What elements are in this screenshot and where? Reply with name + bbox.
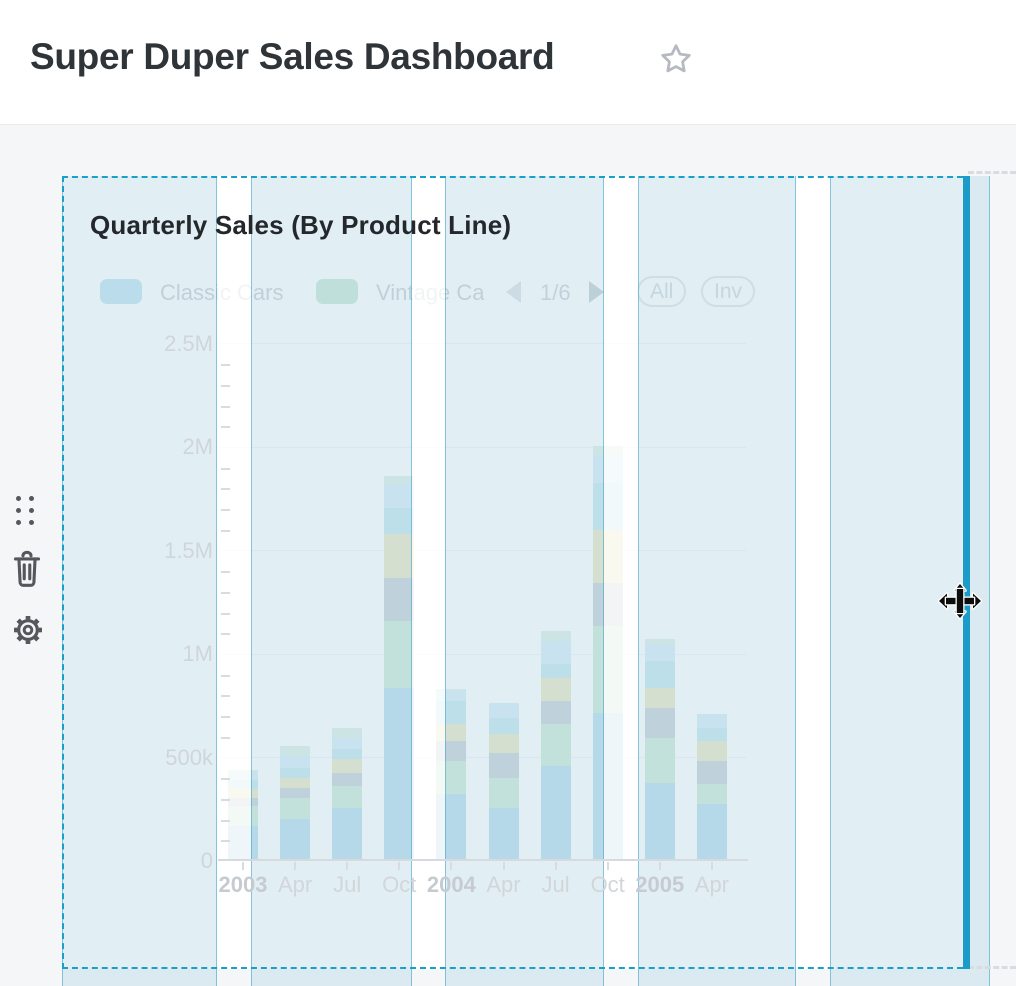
trash-icon xyxy=(13,550,41,587)
y-gridline xyxy=(218,757,746,758)
bar-segment xyxy=(436,688,467,691)
bar-segment xyxy=(696,740,727,762)
bar-segment xyxy=(280,746,311,757)
bar-segment xyxy=(332,773,363,787)
ghost-border-top xyxy=(968,171,1016,174)
bar-segment xyxy=(696,761,727,784)
bar-segment xyxy=(384,687,415,861)
bar-segment xyxy=(644,661,675,688)
bar-segment xyxy=(384,620,415,688)
bar-segment xyxy=(280,778,311,789)
card-selection-border[interactable] xyxy=(62,176,963,969)
bar-segment xyxy=(280,798,311,819)
drag-dot xyxy=(29,520,34,525)
bar-segment xyxy=(696,783,727,805)
bar-segment xyxy=(696,727,727,741)
bar-segment xyxy=(540,765,571,861)
legend-swatch-vintage-cars xyxy=(316,279,358,304)
bar-segment xyxy=(384,483,415,508)
header: Super Duper Sales Dashboard xyxy=(0,0,1016,125)
bar-segment xyxy=(540,640,571,664)
legend-next-page-icon[interactable] xyxy=(589,281,604,303)
bar-segment xyxy=(488,733,519,753)
card-settings-button[interactable] xyxy=(10,612,46,653)
bar-segment xyxy=(488,717,519,734)
bar-segment xyxy=(280,768,311,779)
bar-segment xyxy=(644,782,675,861)
drag-dot xyxy=(16,496,21,501)
drag-dot xyxy=(16,508,21,513)
star-icon xyxy=(661,44,691,73)
bar-segment xyxy=(332,749,363,759)
legend-page-indicator: 1/6 xyxy=(540,280,571,305)
bar-segment xyxy=(332,786,363,808)
bar-segment xyxy=(436,690,467,701)
bar-segment xyxy=(488,777,519,808)
bar-segment xyxy=(488,808,519,861)
y-gridline xyxy=(218,343,746,344)
bar-segment xyxy=(332,738,363,749)
bar-segment xyxy=(332,808,363,861)
drag-dot xyxy=(16,520,21,525)
bar-segment xyxy=(540,723,571,766)
bar-segment xyxy=(644,708,675,739)
page-title: Super Duper Sales Dashboard xyxy=(30,36,555,77)
gear-icon xyxy=(14,616,42,644)
bar-segment xyxy=(488,752,519,778)
ghost-border-bottom xyxy=(968,966,1016,969)
bar-segment xyxy=(644,687,675,709)
legend-swatch-classic-cars xyxy=(100,279,142,304)
bar-segment xyxy=(384,533,415,578)
move-cursor-icon xyxy=(937,579,983,628)
legend-prev-page-icon[interactable] xyxy=(506,281,521,303)
bar-segment xyxy=(696,804,727,861)
bar-segment xyxy=(696,713,727,728)
y-gridline xyxy=(218,653,746,655)
bar-segment xyxy=(540,678,571,701)
card-resize-edge[interactable] xyxy=(963,176,970,969)
bar-segment xyxy=(384,577,415,621)
drag-handle[interactable] xyxy=(16,496,34,525)
bar-segment xyxy=(280,788,311,799)
bar-segment xyxy=(332,758,363,773)
bar-segment xyxy=(540,631,571,641)
bar-segment xyxy=(384,507,415,534)
bar-segment xyxy=(332,728,363,739)
legend-inv-button[interactable]: Inv xyxy=(701,276,756,307)
drag-dot xyxy=(29,496,34,501)
bar-segment xyxy=(280,818,311,861)
bar-segment xyxy=(488,703,519,718)
favorite-star-button[interactable] xyxy=(658,42,694,78)
bar-segment xyxy=(644,639,675,645)
bar-segment xyxy=(384,475,415,484)
drag-dot xyxy=(29,508,34,513)
bar-segment xyxy=(540,663,571,678)
y-gridline xyxy=(218,446,746,448)
y-gridline xyxy=(218,550,746,551)
bar-segment xyxy=(644,644,675,662)
bar-segment xyxy=(540,700,571,724)
bar-segment xyxy=(280,756,311,769)
bar-segment xyxy=(644,738,675,783)
delete-card-button[interactable] xyxy=(12,550,42,593)
